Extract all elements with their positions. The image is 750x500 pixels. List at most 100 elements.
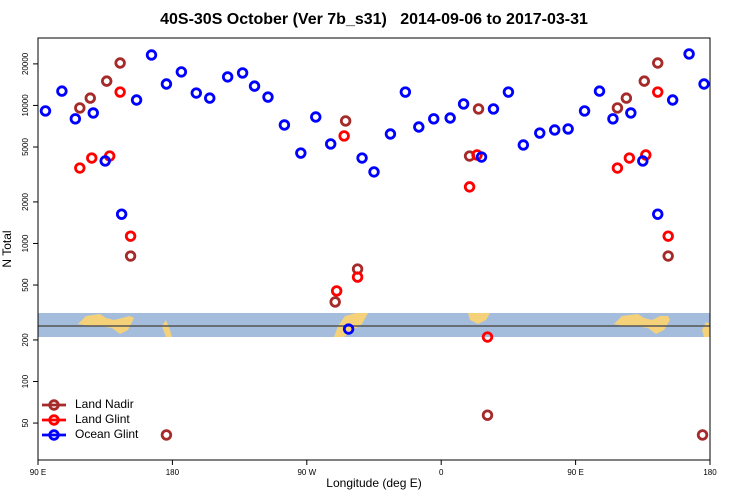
point xyxy=(481,331,494,343)
point xyxy=(69,113,82,125)
y-tick-label: 10000 xyxy=(21,94,30,117)
point xyxy=(428,113,440,125)
point xyxy=(145,49,158,61)
point xyxy=(662,230,674,242)
point xyxy=(74,162,86,174)
point xyxy=(221,71,234,83)
point xyxy=(324,138,337,150)
point xyxy=(368,166,380,178)
y-tick-label: 100 xyxy=(21,374,30,388)
point xyxy=(607,113,619,125)
point xyxy=(698,78,710,90)
land xyxy=(162,320,172,337)
map-strip xyxy=(38,313,710,337)
legend-label: Land Nadir xyxy=(75,397,134,411)
point xyxy=(295,147,307,159)
y-tick-label: 1000 xyxy=(21,234,30,252)
point xyxy=(611,102,624,114)
point xyxy=(100,75,113,87)
point xyxy=(638,75,650,87)
y-axis-label: N Total xyxy=(0,230,14,267)
point xyxy=(248,80,261,92)
point xyxy=(652,208,664,220)
point xyxy=(56,85,68,97)
land xyxy=(78,314,134,334)
point xyxy=(662,250,674,262)
point xyxy=(160,78,173,90)
point xyxy=(262,91,274,103)
point xyxy=(114,57,126,69)
x-tick-label: 90 W xyxy=(297,468,316,477)
point xyxy=(487,103,500,115)
point xyxy=(472,103,485,115)
point xyxy=(204,92,216,104)
legend-label: Ocean Glint xyxy=(75,427,139,441)
point xyxy=(475,151,488,163)
point xyxy=(534,127,546,139)
land xyxy=(614,314,670,334)
point xyxy=(623,152,636,164)
plot-frame xyxy=(37,37,711,461)
point xyxy=(236,67,249,79)
point xyxy=(190,87,202,99)
y-tick-label: 500 xyxy=(21,278,30,292)
point xyxy=(74,102,86,114)
point xyxy=(384,128,397,140)
point xyxy=(130,94,143,106)
point xyxy=(338,130,350,142)
point xyxy=(342,323,355,335)
point xyxy=(620,92,633,104)
point xyxy=(696,429,709,441)
point xyxy=(87,107,99,119)
point xyxy=(84,92,96,104)
land xyxy=(468,313,490,324)
point xyxy=(86,152,98,164)
x-tick-label: 0 xyxy=(439,468,444,477)
legend-marker xyxy=(48,429,60,441)
point xyxy=(39,105,52,117)
point xyxy=(611,162,624,174)
point xyxy=(683,48,695,60)
legend-marker xyxy=(48,414,60,426)
ocean-band xyxy=(38,313,710,337)
point xyxy=(666,94,679,106)
point xyxy=(160,429,173,441)
chart-title: 40S-30S October (Ver 7b_s31) 2014-09-06 … xyxy=(160,11,588,28)
point xyxy=(399,86,412,98)
x-tick-label: 180 xyxy=(166,468,180,477)
point xyxy=(310,111,322,123)
x-tick-label: 90 E xyxy=(567,468,583,477)
x-tick-label: 180 xyxy=(703,468,717,477)
y-tick-label: 200 xyxy=(21,333,30,347)
point xyxy=(625,107,637,119)
point xyxy=(652,86,664,98)
point xyxy=(115,208,128,220)
point xyxy=(124,230,137,242)
x-axis-label: Longitude (deg E) xyxy=(326,476,421,490)
point xyxy=(457,98,470,110)
point xyxy=(517,139,530,151)
y-tick-label: 5000 xyxy=(21,138,30,156)
point xyxy=(652,57,664,69)
point xyxy=(593,85,606,97)
point xyxy=(481,409,494,421)
point xyxy=(99,155,111,167)
point xyxy=(124,250,137,262)
x-tick-label: 90 E xyxy=(30,468,46,477)
point xyxy=(339,115,352,127)
point xyxy=(329,296,341,308)
point xyxy=(330,285,343,297)
point xyxy=(463,181,476,193)
point xyxy=(114,86,126,98)
point xyxy=(578,105,591,117)
point xyxy=(548,124,561,136)
point xyxy=(444,112,456,124)
point xyxy=(351,271,364,283)
point xyxy=(278,119,291,131)
point xyxy=(413,121,425,133)
y-tick-label: 50 xyxy=(21,418,30,427)
legend-marker xyxy=(48,399,60,411)
point xyxy=(502,86,515,98)
